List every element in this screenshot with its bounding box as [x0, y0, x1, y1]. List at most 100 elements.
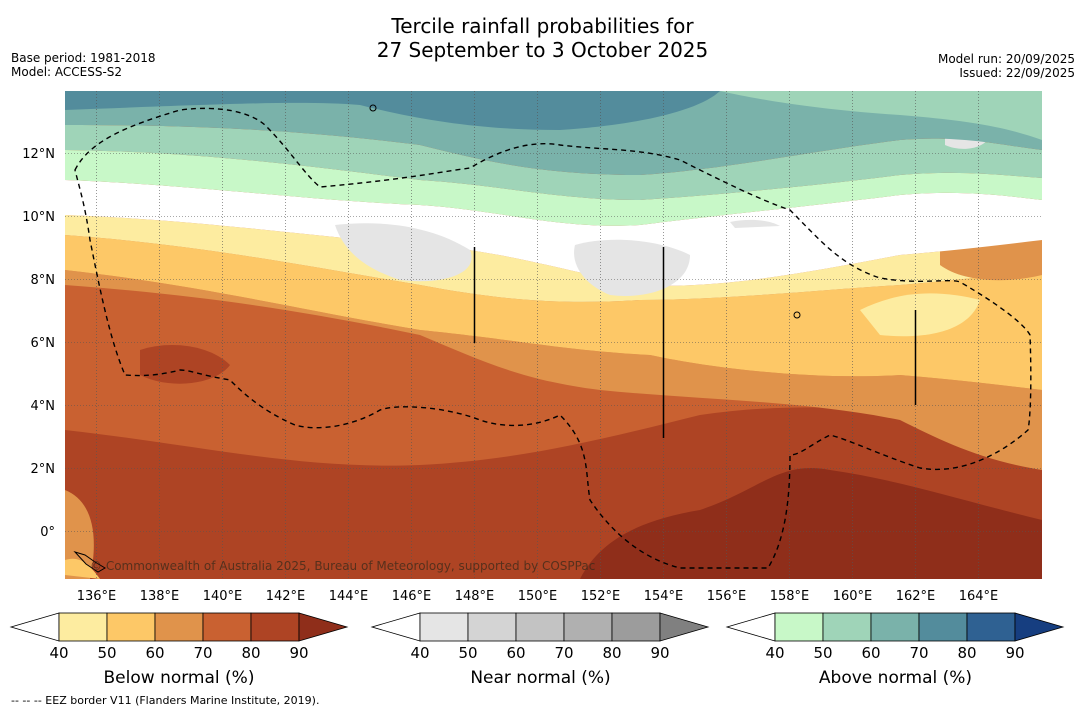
- longitude-labels: 136°E 138°E 140°E 142°E 144°E 146°E 148°E 150°E…: [77, 589, 999, 604]
- colorbar-low-extend: [9, 612, 60, 642]
- colorbar-tick: 40: [410, 644, 429, 662]
- eez-legend-note: -- -- -- EEZ border V11 (Flanders Marine…: [11, 694, 320, 707]
- longitude-label: 142°E: [266, 589, 306, 604]
- copyright-notice: © Commonwealth of Australia 2025, Bureau…: [90, 559, 595, 573]
- longitude-label: 156°E: [707, 589, 747, 604]
- longitude-label: 152°E: [581, 589, 621, 604]
- colorbar: 40 50 60 70 80 90: [9, 612, 349, 662]
- colorbar-segment: [250, 612, 300, 642]
- longitude-label: 150°E: [518, 589, 558, 604]
- colorbar-segment: [870, 612, 920, 642]
- island-outline: [369, 104, 377, 112]
- colorbar: 40 50 60 70 80 90: [370, 612, 710, 662]
- colorbar-tick: 50: [97, 644, 116, 662]
- below-40-patch-east: [860, 293, 980, 337]
- longitude-label: 154°E: [644, 589, 684, 604]
- longitude-label: 146°E: [392, 589, 432, 604]
- colorbar-segment: [202, 612, 252, 642]
- longitude-label: 158°E: [770, 589, 810, 604]
- longitude-label: 160°E: [833, 589, 873, 604]
- title-line-2: 27 September to 3 October 2025: [376, 38, 709, 62]
- colorbar-segment: [419, 612, 469, 642]
- island-outline: [793, 311, 801, 319]
- near-normal-patch-east: [574, 239, 690, 296]
- colorbar-low-extend: [725, 612, 776, 642]
- graticule: [65, 91, 1042, 579]
- colorbar-label-below: Below normal (%): [103, 668, 255, 688]
- colorbar-tick: 70: [193, 644, 212, 662]
- colorbar-tick: 60: [506, 644, 525, 662]
- colorbar: 40 50 60 70 80 90: [725, 612, 1065, 662]
- below-50-band: [65, 235, 1042, 390]
- colorbar-segment: [822, 612, 872, 642]
- colorbar-tick: 80: [602, 644, 621, 662]
- below-40-band: [65, 215, 1042, 302]
- title-line-1: Tercile rainfall probabilities for: [391, 14, 694, 38]
- above-60-band: [65, 125, 1042, 200]
- model-run-date: Model run: 20/09/2025: [937, 52, 1075, 66]
- colorbar-segment: [563, 612, 613, 642]
- colorbar-segment: [918, 612, 968, 642]
- colorbar-tick: 60: [861, 644, 880, 662]
- above-80-band: [65, 91, 720, 130]
- colorbar-segment: [106, 612, 156, 642]
- colorbar-tick: 80: [957, 644, 976, 662]
- latitude-label: 10°N: [22, 210, 55, 225]
- colorbar-high-extend: [1014, 612, 1065, 642]
- longitude-label: 162°E: [896, 589, 936, 604]
- above-50-band: [65, 150, 1042, 226]
- model-info: Base period: 1981-2018 Model: ACCESS-S2: [11, 51, 156, 79]
- eez-border: [74, 107, 1032, 569]
- colorbars: 40 50 60 70 80 90 40 50 60 70 80 90 40 50 60 70 80 90: [9, 612, 1065, 662]
- latitude-label: 4°N: [31, 399, 56, 414]
- colorbar-segment: [154, 612, 204, 642]
- colorbar-segment: [515, 612, 565, 642]
- colorbar-segment: [467, 612, 517, 642]
- colorbar-tick: 40: [49, 644, 68, 662]
- colorbar-tick: 50: [813, 644, 832, 662]
- base-period: Base period: 1981-2018: [11, 51, 156, 65]
- model-name: Model: ACCESS-S2: [11, 65, 123, 79]
- colorbar-tick: 70: [554, 644, 573, 662]
- below-50-patch-sw: [65, 558, 100, 579]
- colorbar-label-above: Above normal (%): [818, 668, 973, 688]
- colorbar-tick: 40: [765, 644, 784, 662]
- longitude-label: 144°E: [329, 589, 369, 604]
- colorbar-high-extend: [659, 612, 710, 642]
- colorbar-tick: 90: [1005, 644, 1024, 662]
- above-70-band: [65, 91, 1042, 175]
- run-info: Model run: 20/09/2025 Issued: 22/09/2025: [938, 52, 1075, 80]
- colorbar-tick: 50: [458, 644, 477, 662]
- neutral-band: [65, 180, 1042, 286]
- colorbar-tick: 90: [289, 644, 308, 662]
- latitude-label: 12°N: [22, 147, 55, 162]
- longitude-label: 164°E: [959, 589, 999, 604]
- colorbar-tick: 70: [909, 644, 928, 662]
- colorbar-segment: [58, 612, 108, 642]
- above-60-patch-ne: [660, 91, 1042, 140]
- colorbar-tick: 80: [241, 644, 260, 662]
- colorbar-segment: [774, 612, 824, 642]
- latitude-label: 8°N: [31, 273, 56, 288]
- below-60-patch-sw: [65, 490, 94, 579]
- colorbar-high-extend: [298, 612, 349, 642]
- colorbar-segment: [966, 612, 1016, 642]
- longitude-label: 148°E: [455, 589, 495, 604]
- issued-date: Issued: 22/09/2025: [959, 66, 1075, 80]
- near-normal-patch-west: [335, 223, 472, 282]
- probability-field: [65, 91, 1042, 579]
- longitude-label: 136°E: [77, 589, 117, 604]
- below-60-band: [65, 270, 1042, 470]
- near-normal-patch-small: [730, 219, 780, 228]
- island-outline: [73, 550, 106, 573]
- colorbar-segment: [611, 612, 661, 642]
- latitude-label: 2°N: [31, 462, 56, 477]
- latitude-label: 6°N: [31, 336, 56, 351]
- longitude-label: 138°E: [140, 589, 180, 604]
- map-title: Tercile rainfall probabilities for 27 Se…: [0, 14, 1085, 62]
- colorbar-tick: 90: [650, 644, 669, 662]
- colorbar-low-extend: [370, 612, 421, 642]
- latitude-labels: 12°N 10°N 8°N 6°N 4°N 2°N 0°: [22, 147, 55, 540]
- colorbar-label-near: Near normal (%): [470, 668, 611, 688]
